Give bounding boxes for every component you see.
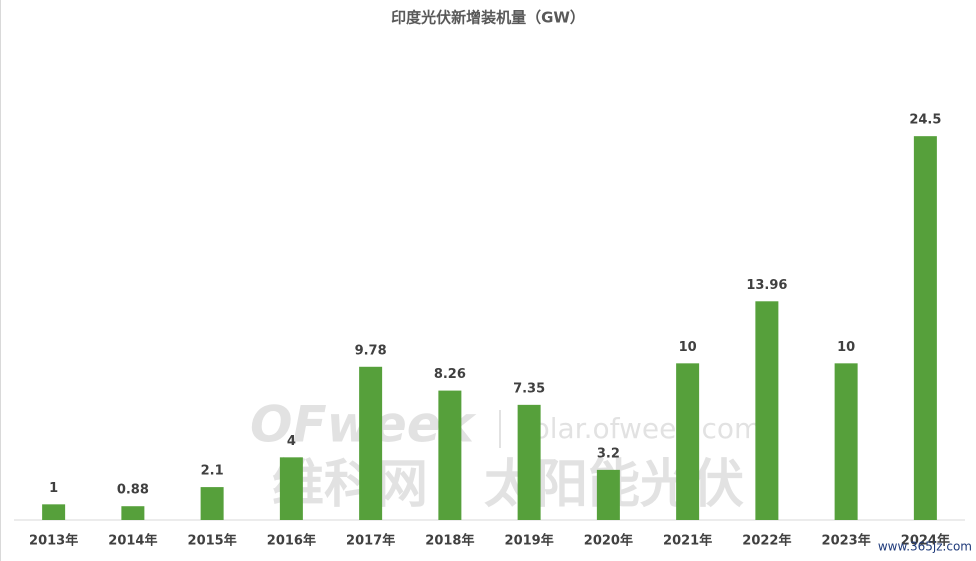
x-tick-label: 2024年 — [901, 533, 950, 549]
bar — [438, 390, 462, 520]
bar — [279, 457, 303, 520]
value-label: 2.1 — [201, 464, 224, 479]
value-label: 3.2 — [597, 446, 620, 461]
value-label: 4 — [287, 434, 296, 449]
value-label: 0.88 — [117, 483, 149, 498]
x-tick-label: 2018年 — [425, 533, 474, 549]
x-tick-label: 2015年 — [188, 533, 237, 549]
x-tick-label: 2019年 — [505, 533, 554, 549]
bar — [42, 504, 66, 520]
bar — [200, 487, 224, 520]
value-label: 24.5 — [909, 113, 941, 128]
value-label: 10 — [837, 340, 855, 355]
x-tick-label: 2021年 — [663, 533, 712, 549]
x-tick-label: 2017年 — [346, 533, 395, 549]
bar — [834, 363, 858, 520]
bar — [596, 469, 620, 520]
x-tick-label: 2022年 — [742, 533, 791, 549]
x-tick-label: 2013年 — [29, 533, 78, 549]
chart-title: 印度光伏新增装机量（GW） — [391, 9, 585, 27]
bar — [755, 301, 779, 520]
bar — [517, 404, 541, 520]
x-tick-label: 2023年 — [822, 533, 871, 549]
value-label: 9.78 — [355, 343, 387, 358]
watermark-name: 维科网 · 太阳能光伏 — [272, 455, 744, 515]
bar — [676, 363, 700, 520]
value-label: 7.35 — [513, 381, 545, 396]
value-label: 1 — [49, 481, 58, 496]
value-label: 13.96 — [746, 278, 787, 293]
bar — [359, 366, 383, 520]
x-tick-label: 2020年 — [584, 533, 633, 549]
value-label: 8.26 — [434, 367, 466, 382]
value-label: 10 — [679, 340, 697, 355]
watermark-site: solar.ofweek.com — [518, 412, 761, 445]
stamp: www.365jz.com — [878, 540, 972, 554]
bar — [913, 136, 937, 520]
x-tick-label: 2014年 — [108, 533, 157, 549]
bar — [121, 506, 145, 520]
x-tick-label: 2016年 — [267, 533, 316, 549]
